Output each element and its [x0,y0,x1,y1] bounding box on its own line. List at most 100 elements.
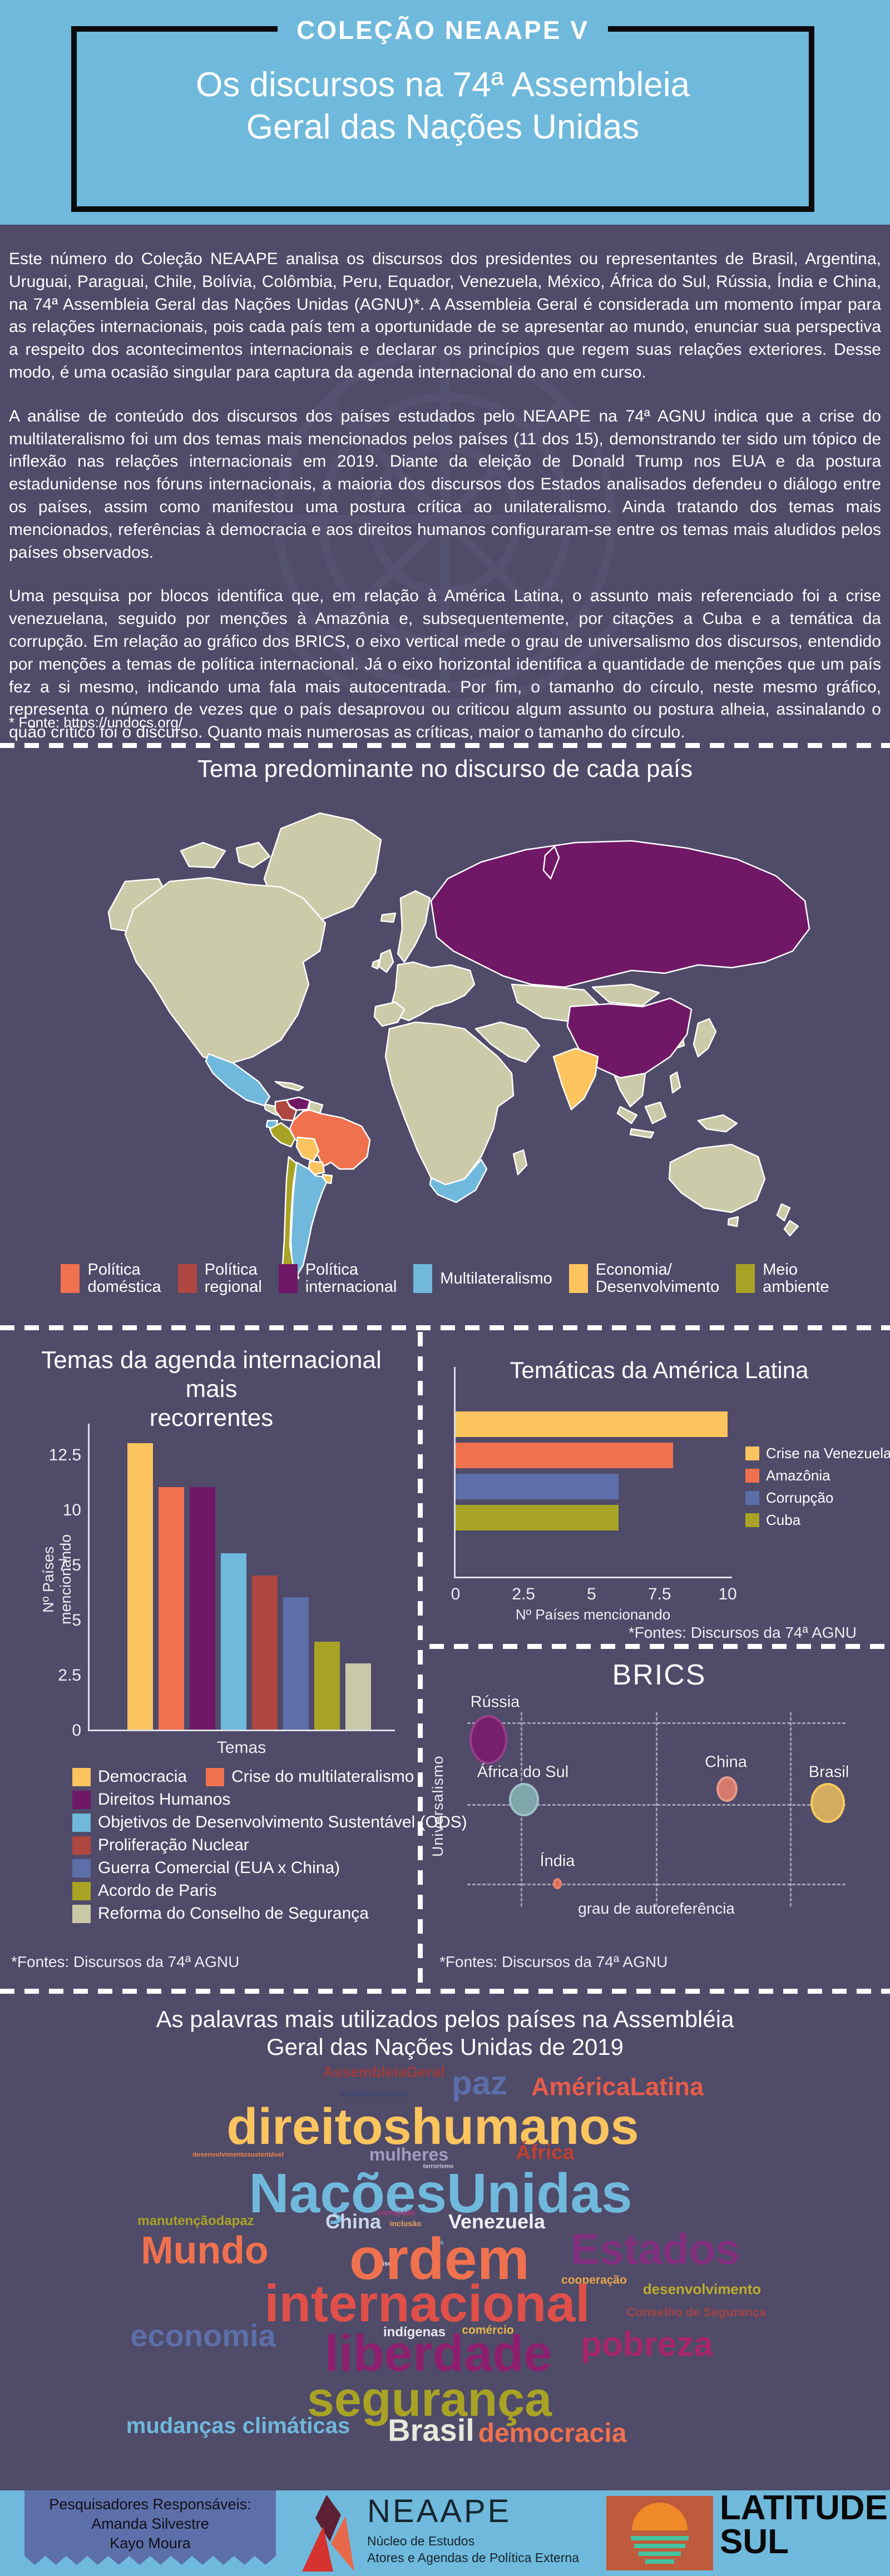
landmass-sumatra [616,1106,638,1124]
legend-swatch [72,1881,91,1900]
landmass-tasmania [727,1216,739,1227]
bar-chart-source: *Fontes: Discursos da 74ª AGNU [11,1953,240,1970]
legend-label: Crise do multilateralismo [231,1767,414,1786]
landmass-arctic-islands [180,841,226,869]
legend-swatch [278,1264,298,1294]
map-legend-item: Política regional [177,1261,262,1296]
dashed-separator-2 [0,1325,890,1330]
footer-band: Pesquisadores Responsáveis: Amanda Silve… [0,2490,890,2576]
legend-swatch [177,1264,197,1294]
hbar-legend-item: Amazônia [745,1467,890,1484]
legend-label: Crise na Venezuela [766,1445,890,1462]
legend-swatch [206,1767,225,1786]
bar-legend-item: Objetivos de Desenvolvimento Sustentável… [72,1813,467,1832]
cloud-word: economia [130,2318,276,2353]
cloud-word: Conselho de Segurança [626,2305,767,2319]
source-note-undocs: * Fonte: https://undocs.org/ [9,714,183,731]
neaape-logo-text: NEAAPE Núcleo de Estudos Atores e Agenda… [367,2493,579,2567]
cloud-word: Brasil [388,2412,474,2448]
bar-3 [190,1487,215,1730]
landmass-java [629,1128,655,1139]
cloud-word: ods [432,2238,444,2246]
hbar-legend-item: Crise na Venezuela [745,1445,890,1462]
cloud-word: paz [451,2064,508,2102]
x-tick-label: 0 [451,1585,461,1603]
gridline-horizontal [467,1884,846,1885]
map-legend-item: Multilateralismo [413,1264,552,1294]
latitude-sul-logo-icon [606,2496,713,2570]
latitude-sul-logo-text: LATITUDE SUL [720,2491,888,2559]
landmass-caribbean [274,1081,304,1092]
header-band: COLEÇÃO NEAAPE V Os discursos na 74ª Ass… [0,0,890,225]
landmass-japan [693,1018,717,1058]
map-legend-item: Política internacional [278,1261,397,1296]
wordcloud: AssembleiaGeral paz AméricaLatina multilate… [0,2047,890,2480]
x-tick-label: 5 [587,1585,596,1603]
intro-paragraphs: Este número do Coleção NEAAPE analisa os… [9,248,881,765]
world-map [107,812,810,1285]
legend-label: Cuba [766,1512,801,1528]
legend-swatch [413,1264,433,1294]
legend-swatch [568,1264,588,1294]
country-paraguay [308,1160,325,1176]
y-tick-label: 5 [72,1611,81,1629]
map-legend: Política doméstica Política regional Polít… [17,1261,873,1296]
cloud-word: democracia [478,2419,627,2448]
bubble-Brasil [810,1783,845,1823]
cloud-word: multilateralismo [339,2089,408,2099]
landmass-arctic-islands [235,841,271,869]
legend-label: Objetivos de Desenvolvimento Sustentável… [98,1813,467,1831]
header-frame: COLEÇÃO NEAAPE V Os discursos na 74ª Ass… [71,15,814,212]
collection-label: COLEÇÃO NEAAPE V [278,15,608,45]
researcher-name: Amanda Silvestre [91,2515,209,2532]
cloud-word: AssembleiaGeral [323,2063,445,2080]
landmass-mongolia [591,983,660,1007]
bar-1 [127,1443,153,1730]
dashed-separator-right [429,1644,890,1649]
cloud-word: África [516,2141,575,2164]
bubble-label: Rússia [470,1693,520,1711]
cloud-word: direitoshumanos [226,2098,639,2155]
bubble-label: China [705,1753,747,1771]
country-colombia [274,1099,298,1122]
cloud-word: desenvolvimentosustentável [192,2151,284,2158]
gridline-vertical [790,1712,792,1906]
landmass-borneo [644,1101,667,1124]
legend-label: Multilateralismo [440,1269,552,1287]
legend-label: Reforma do Conselho de Segurança [98,1904,369,1923]
landmass-new-guinea [697,1114,738,1133]
bar-6 [283,1597,309,1730]
un-emblem-watermark [258,348,632,708]
legend-swatch [745,1446,759,1460]
landmass-madagascar [512,1149,528,1176]
paragraph-1: Este número do Coleção NEAAPE analisa os… [9,250,881,382]
bar-legend-item: Crise do multilateralismo [206,1767,414,1786]
legend-label: Corrupção [766,1489,834,1506]
legend-label: Meio ambiente [763,1261,829,1296]
y-tick-label: 12.5 [48,1446,81,1464]
bubble-chart-xlabel: grau de autoreferência [578,1900,735,1917]
neaape-logo-icon [302,2495,354,2572]
intro-section: Este número do Coleção NEAAPE analisa os… [0,225,890,745]
legend-swatch [72,1836,91,1855]
dashed-separator-1 [0,743,890,748]
cloud-word: internacional [264,2274,590,2332]
bar-chart-ylabel: Nº Países mencionando [40,1534,74,1625]
y-tick-label: 2.5 [58,1666,81,1685]
hbar-chart-plot: 0 2.5 5 7.5 10 [451,1367,737,1603]
legend-label: Proliferação Nuclear [98,1836,249,1854]
landmass-new-zealand [776,1203,791,1222]
hbar-3 [456,1474,619,1499]
researchers-ribbon: Pesquisadores Responsáveis: Amanda Silve… [24,2490,276,2565]
bubble-label: Brasil [808,1763,849,1781]
cloud-word: AméricaLatina [531,2072,704,2101]
landmass-iceland [380,912,397,923]
y-tick-label: 0 [72,1721,81,1740]
landmass-iberia [373,1001,406,1027]
landmass-british-isles [371,959,380,970]
legend-swatch [745,1513,759,1527]
cloud-word: desenvolvimento [642,2281,762,2297]
cloud-word: comércio [462,2324,514,2337]
legend-swatch [72,1767,91,1786]
legend-swatch [72,1790,91,1809]
